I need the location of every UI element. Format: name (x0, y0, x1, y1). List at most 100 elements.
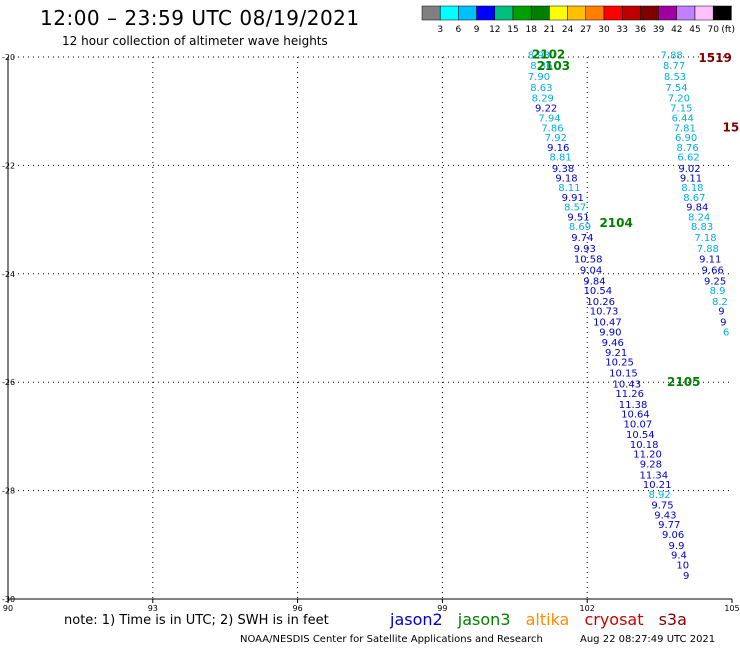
data-point-label: 10.58 (574, 255, 603, 266)
data-point-label: 9.75 (651, 501, 673, 512)
colorbar-swatch (621, 5, 641, 21)
data-point-label: 9.21 (605, 348, 627, 359)
credit-text: NOAA/NESDIS Center for Satellite Applica… (240, 634, 543, 645)
data-point-label: 9.28 (640, 460, 662, 471)
data-point-label: 11.26 (615, 389, 644, 400)
data-point-label: 9.66 (702, 265, 724, 276)
data-point-label: 9.11 (699, 255, 721, 266)
colorbar-swatch (603, 5, 623, 21)
data-point-label: 7.15 (670, 103, 692, 114)
sat-jason3: jason3 (457, 610, 511, 629)
colorbar-swatch (439, 5, 459, 21)
colorbar-tick-label: 9 (474, 25, 480, 35)
pass-number-label: 1519 (698, 51, 731, 65)
data-points: 8.938.367.908.638.299.227.947.867.929.16… (528, 50, 730, 582)
pass-number-label: 2105 (667, 375, 700, 389)
colorbar-swatch (694, 5, 714, 21)
data-point-label: 9 (720, 317, 726, 328)
data-point-label: 7.54 (665, 83, 687, 94)
data-point-label: 8.11 (558, 183, 580, 194)
colorbar-tick-label: 42 (671, 25, 682, 35)
y-tick-label: -22 (2, 161, 15, 170)
x-tick-label: 99 (437, 604, 447, 613)
data-point-label: 7.92 (545, 133, 567, 144)
colorbar-swatch (476, 5, 496, 21)
colorbar-tick-label: 18 (525, 25, 537, 35)
data-point-label: 7.88 (697, 244, 719, 255)
data-point-label: 8.63 (530, 83, 552, 94)
timestamp-text: Aug 22 08:27:49 UTC 2021 (580, 634, 716, 645)
colorbar-tick-label: 33 (616, 25, 627, 35)
page-title: 12:00 – 23:59 UTC 08/19/2021 (40, 6, 360, 30)
data-point-label: 9.18 (555, 173, 577, 184)
x-tick-label: 96 (293, 604, 303, 613)
data-point-label: 8.2 (712, 297, 728, 308)
x-tick-label: 102 (580, 604, 595, 613)
data-point-label: 9.74 (571, 233, 593, 244)
colorbar-tick-label: 45 (689, 25, 700, 35)
data-point-label: 6 (723, 327, 729, 338)
colorbar-swatch (421, 5, 441, 21)
colorbar-tick-label: 12 (489, 25, 500, 35)
colorbar-swatch (676, 5, 696, 21)
data-point-label: 10 (676, 560, 689, 571)
colorbar-tick-label: 3 (437, 25, 443, 35)
data-point-label: 6.90 (675, 133, 697, 144)
data-point-label: 8.29 (532, 94, 554, 105)
data-point-label: 8.53 (664, 72, 686, 83)
chart-axes: 90 93 96 99 102 105-20-22-24-26-28-30 (2, 53, 740, 613)
data-point-label: 10.21 (643, 480, 672, 491)
colorbar-swatch (658, 5, 678, 21)
colorbar-tick-label: 15 (507, 25, 518, 35)
data-point-label: 9 (683, 571, 689, 582)
colorbar-tick-label: 30 (598, 25, 610, 35)
colorbar-swatch (640, 5, 659, 21)
pass-number-label: 2103 (537, 59, 570, 73)
data-point-label: 9.84 (583, 276, 605, 287)
x-tick-label: 105 (724, 604, 739, 613)
colorbar-tick-label: 27 (580, 25, 591, 35)
data-point-label: 7.20 (668, 94, 690, 105)
y-tick-label: -28 (2, 487, 15, 496)
y-tick-label: -20 (2, 53, 15, 62)
colorbar-swatch (585, 5, 605, 21)
colorbar-swatch (549, 5, 568, 21)
pass-number-label: 2102 (532, 47, 565, 61)
footer-note: note: 1) Time is in UTC; 2) SWH is in fe… (64, 613, 329, 628)
data-point-label: 9.04 (580, 265, 602, 276)
data-point-label: 7.88 (661, 50, 683, 61)
colorbar-tick-label: 24 (562, 25, 574, 35)
colorbar-swatch (712, 5, 732, 21)
data-point-label: 9.77 (658, 520, 680, 531)
data-point-label: 10.64 (621, 410, 650, 421)
pass-number-label: 2104 (599, 216, 632, 230)
x-tick-label: 90 (3, 604, 13, 613)
page-subtitle: 12 hour collection of altimeter wave hei… (62, 34, 328, 48)
data-point-label: 9.22 (535, 103, 557, 114)
x-tick-label: 93 (148, 604, 158, 613)
data-point-label: 9.38 (552, 164, 574, 175)
chart-grid (8, 56, 732, 600)
colorbar-legend: 3 6 9 12 15 18 21 24 27 30 33 36 39 42 45 70 (ft) (421, 5, 735, 35)
data-point-label: 9.9 (669, 541, 685, 552)
sat-altika: altika (525, 610, 570, 629)
colorbar-swatch (512, 5, 532, 21)
data-point-label: 10.54 (626, 430, 655, 441)
data-point-label: 7.81 (674, 123, 696, 134)
data-point-label: 8.57 (564, 203, 586, 214)
colorbar-unit: (ft) (721, 25, 735, 35)
data-point-label: 10.15 (609, 368, 638, 379)
colorbar-swatch (567, 5, 587, 21)
data-point-label: 10.47 (593, 317, 622, 328)
y-tick-label: -26 (2, 378, 15, 387)
data-point-label: 7.86 (541, 123, 563, 134)
data-point-label: 10.18 (630, 440, 659, 451)
colorbar-tick-label: 21 (544, 25, 555, 35)
data-point-label: 8.24 (688, 212, 710, 223)
data-point-label: 7.18 (694, 233, 716, 244)
sat-jason2: jason2 (390, 610, 443, 629)
data-point-label: 8.77 (663, 61, 685, 72)
data-point-label: 8.69 (569, 222, 591, 233)
